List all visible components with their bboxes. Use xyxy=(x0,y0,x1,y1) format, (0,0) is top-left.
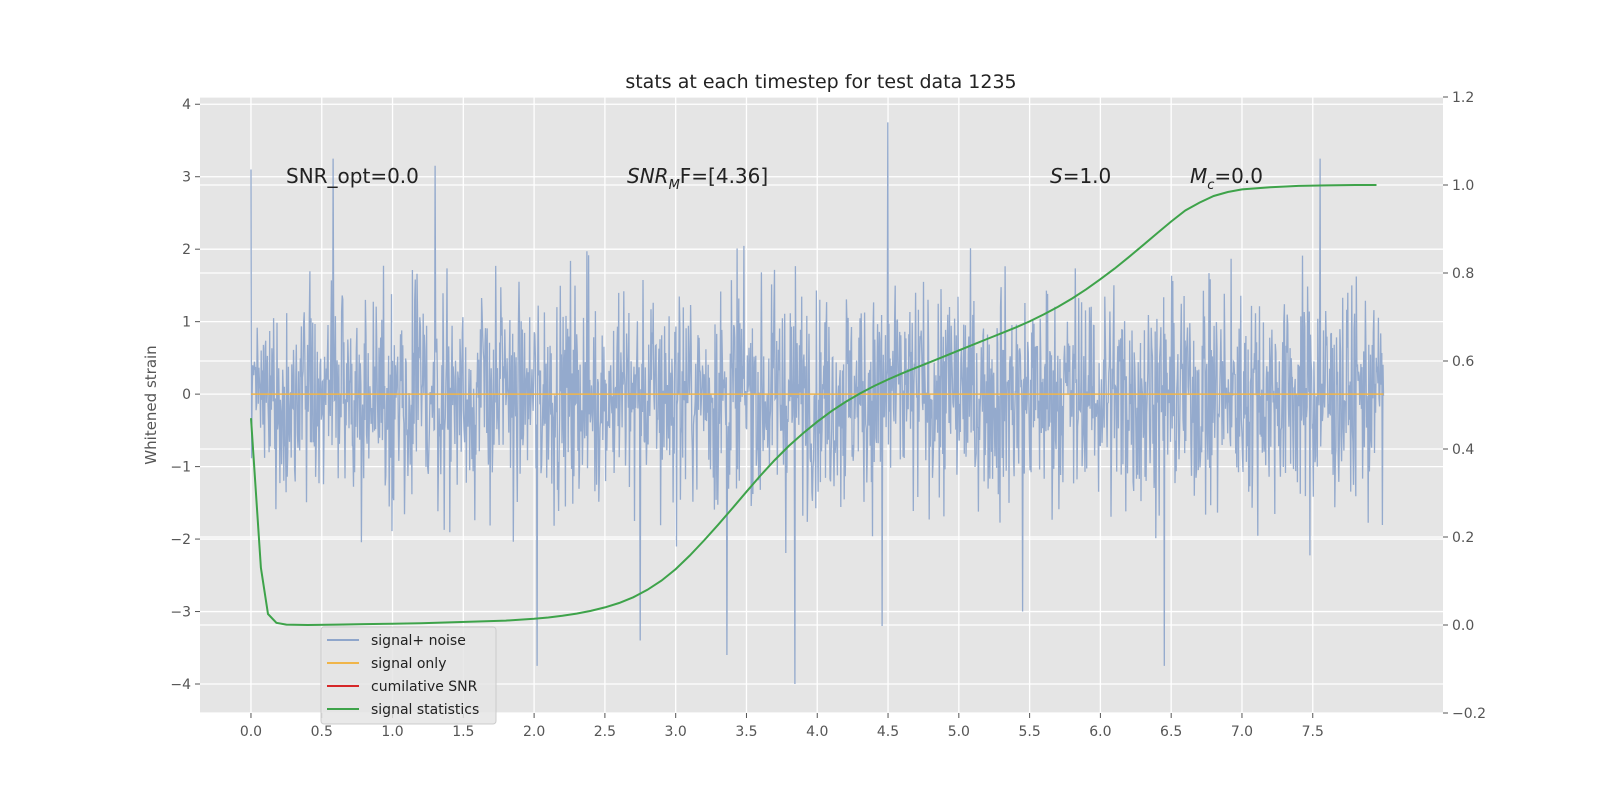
x-tick-label: 0.5 xyxy=(311,724,333,740)
x-tick-label: 2.5 xyxy=(594,724,616,740)
series-line-signal-statistics xyxy=(250,184,1377,627)
annotation-snr-mf: SNRMF=[4.36] xyxy=(627,164,768,193)
annotation-mc: Mc=0.0 xyxy=(1190,164,1263,193)
y-tick-label-left: 2 xyxy=(182,242,191,258)
annotation-snr-opt: SNR_opt=0.0 xyxy=(286,164,419,188)
x-tick-label: 5.0 xyxy=(948,724,970,740)
legend-label-cumilative-snr: cumilative SNR xyxy=(371,679,478,695)
y-tick-label-left: 1 xyxy=(182,315,191,331)
x-tick-label: 5.5 xyxy=(1018,724,1040,740)
x-tick-label: 3.0 xyxy=(665,724,687,740)
x-tick-label: 3.5 xyxy=(735,724,757,740)
legend-label-signal-statistics: signal statistics xyxy=(371,702,479,718)
x-tick-label: 1.0 xyxy=(381,724,403,740)
y-tick-label-right: 1.0 xyxy=(1452,178,1474,194)
y-tick-label-left: −4 xyxy=(170,677,191,693)
x-tick-label: 6.5 xyxy=(1160,724,1182,740)
y-axis-label: Whitened strain xyxy=(142,345,160,464)
chart-title: stats at each timestep for test data 123… xyxy=(625,71,1016,93)
series-layer xyxy=(250,122,1385,685)
y-tick-label-right: 0.4 xyxy=(1452,442,1474,458)
series-line-signal-noise xyxy=(250,122,1385,685)
legend: signal+ noise signal only cumilative SNR si… xyxy=(320,626,497,725)
legend-frame xyxy=(320,626,497,725)
x-tick-label: 4.0 xyxy=(806,724,828,740)
y-tick-label-right: 0.6 xyxy=(1452,354,1474,370)
y-tick-label-right: 0.8 xyxy=(1452,266,1474,282)
y-tick-label-right: −0.2 xyxy=(1452,706,1486,722)
x-tick-label: 7.5 xyxy=(1302,724,1324,740)
y-tick-label-left: 3 xyxy=(182,170,191,186)
y-tick-label-left: −3 xyxy=(170,605,191,621)
y-tick-label-right: 1.2 xyxy=(1452,90,1474,106)
annotations: SNR_opt=0.0 SNRMF=[4.36] S=1.0 Mc=0.0 xyxy=(286,164,1263,193)
x-tick-label: 2.0 xyxy=(523,724,545,740)
x-tick-label: 4.5 xyxy=(877,724,899,740)
x-tick-label: 7.0 xyxy=(1231,724,1253,740)
annotation-s: S=1.0 xyxy=(1050,164,1111,188)
y-tick-label-left: −2 xyxy=(170,532,191,548)
y-tick-label-right: 0.2 xyxy=(1452,530,1474,546)
x-tick-label: 1.5 xyxy=(452,724,474,740)
y-tick-label-right: 0.0 xyxy=(1452,618,1474,634)
y-tick-label-left: 4 xyxy=(182,97,191,113)
legend-label-signal-noise: signal+ noise xyxy=(371,633,466,649)
legend-label-signal-only: signal only xyxy=(371,656,446,672)
x-tick-label: 6.0 xyxy=(1089,724,1111,740)
y-tick-label-left: 0 xyxy=(182,387,191,403)
y-tick-label-left: −1 xyxy=(170,460,191,476)
x-tick-label: 0.0 xyxy=(240,724,262,740)
axis-ticks: 0.0 0.5 1.0 1.5 2.0 2.5 3.0 3.5 4.0 4.5 5.0 5.5 6.0 6… xyxy=(170,90,1486,740)
